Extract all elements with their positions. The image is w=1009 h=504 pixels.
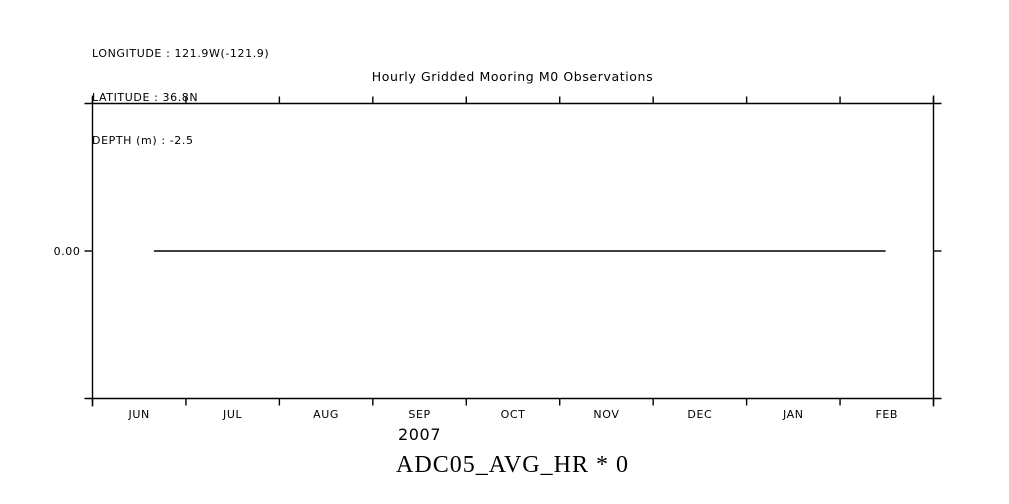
x-tick-label: OCT (501, 408, 526, 421)
x-tick-label: AUG (313, 408, 339, 421)
metadata-block: LONGITUDE : 121.9W(-121.9) LATITUDE : 36… (92, 18, 269, 178)
metadata-longitude: LONGITUDE : 121.9W(-121.9) (92, 47, 270, 60)
footer-label: ADC05_AVG_HR * 0 (396, 452, 629, 478)
x-tick-label: DEC (687, 408, 712, 421)
x-tick-label: NOV (593, 408, 619, 421)
x-tick-label: JAN (782, 408, 804, 421)
metadata-latitude: LATITUDE : 36.8N (92, 90, 199, 104)
y-tick-label: 0.00 (54, 245, 81, 258)
x-tick-label: JUL (222, 408, 242, 421)
metadata-depth: DEPTH (m) : -2.5 (92, 134, 194, 147)
x-axis-year-label: 2007 (398, 425, 441, 444)
chart-title: Hourly Gridded Mooring M0 Observations (371, 69, 654, 84)
x-tick-label: FEB (875, 408, 898, 421)
x-tick-label: SEP (408, 408, 430, 421)
x-tick-label: JUN (128, 408, 150, 421)
